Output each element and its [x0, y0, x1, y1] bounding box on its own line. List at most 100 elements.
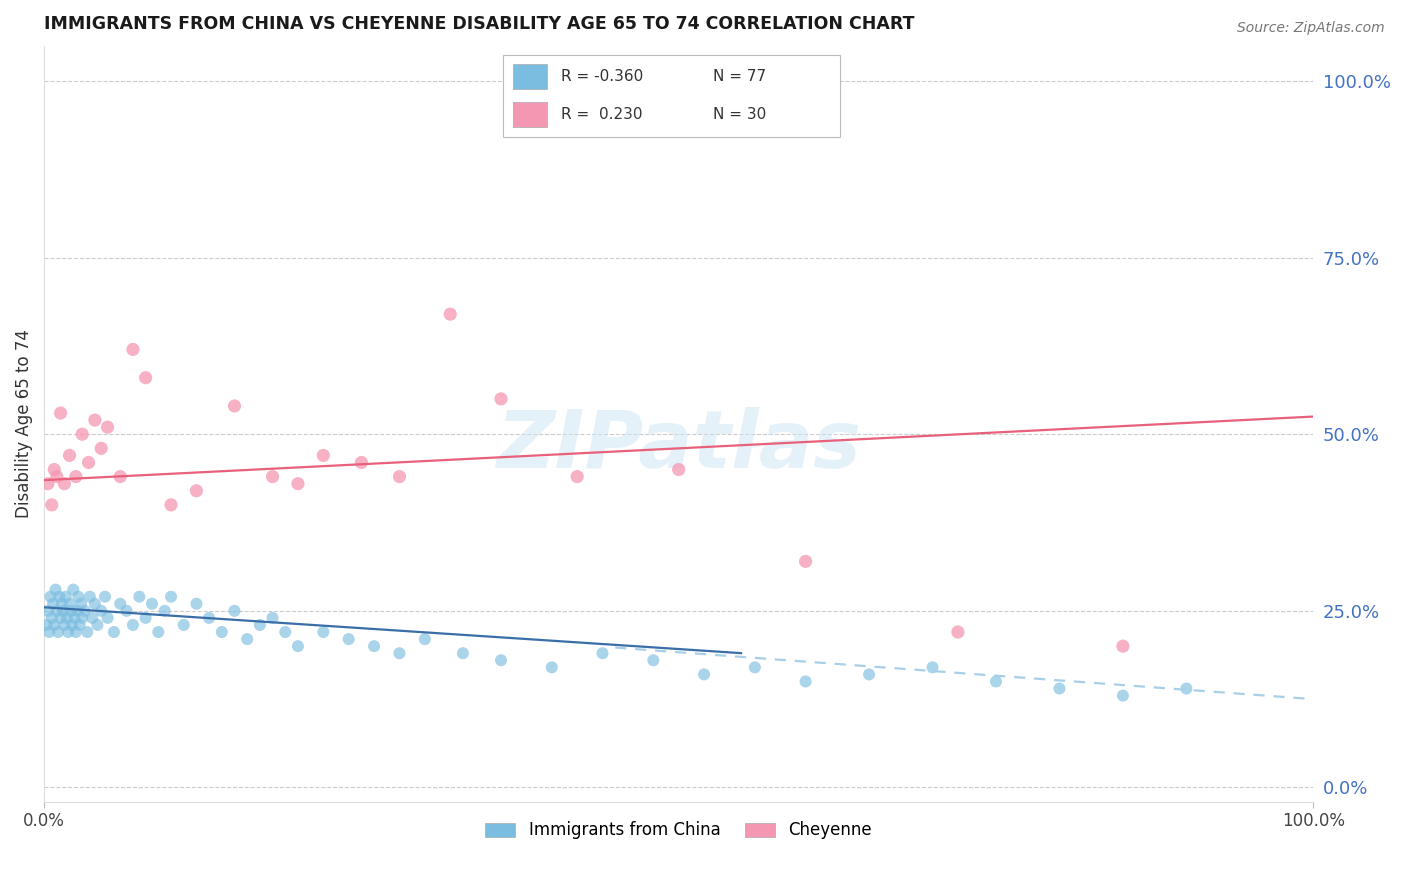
Point [489, 653, 512, 667]
Point [363, 639, 385, 653]
Text: R = -0.360: R = -0.360 [561, 69, 644, 84]
Point [58, 625, 80, 640]
Point [70, 427, 93, 442]
Point [249, 618, 271, 632]
Point [110, 597, 132, 611]
Point [921, 660, 943, 674]
Point [439, 307, 461, 321]
Point [1112, 639, 1135, 653]
Point [49, 611, 72, 625]
Point [262, 611, 284, 625]
Point [90, 604, 112, 618]
Point [236, 632, 259, 646]
Text: N = 77: N = 77 [713, 69, 766, 84]
Point [489, 392, 512, 406]
Point [312, 625, 335, 640]
Point [42, 597, 65, 611]
Point [135, 611, 157, 625]
Point [46, 625, 69, 640]
Point [1112, 689, 1135, 703]
Point [224, 604, 246, 618]
Point [110, 469, 132, 483]
Point [70, 597, 93, 611]
Point [63, 611, 86, 625]
Point [211, 625, 233, 640]
FancyBboxPatch shape [502, 55, 841, 136]
Point [388, 646, 411, 660]
Point [90, 442, 112, 456]
Point [44, 462, 66, 476]
Point [56, 611, 79, 625]
Bar [513, 102, 547, 128]
Point [58, 449, 80, 463]
Point [45, 469, 67, 483]
Point [53, 476, 76, 491]
Point [946, 625, 969, 640]
Point [160, 498, 183, 512]
Point [312, 449, 335, 463]
Y-axis label: Disability Age 65 to 74: Disability Age 65 to 74 [15, 329, 32, 518]
Point [198, 611, 221, 625]
Point [103, 625, 125, 640]
Point [141, 597, 163, 611]
Point [69, 618, 91, 632]
Text: R =  0.230: R = 0.230 [561, 107, 643, 122]
Point [39, 590, 62, 604]
Point [67, 590, 90, 604]
Point [53, 618, 76, 632]
Point [94, 590, 117, 604]
Point [186, 483, 208, 498]
Point [35, 618, 58, 632]
Point [388, 469, 411, 483]
Point [262, 469, 284, 483]
Point [38, 625, 60, 640]
Point [41, 498, 63, 512]
Point [413, 632, 436, 646]
Point [794, 554, 817, 568]
Point [83, 597, 105, 611]
Point [77, 455, 100, 469]
Point [224, 399, 246, 413]
Point [49, 406, 72, 420]
Point [122, 343, 145, 357]
Point [350, 455, 373, 469]
Point [73, 604, 96, 618]
Point [83, 413, 105, 427]
Point [52, 604, 75, 618]
Point [41, 611, 63, 625]
Point [97, 611, 120, 625]
Point [135, 370, 157, 384]
Point [48, 590, 70, 604]
Point [287, 639, 309, 653]
Point [451, 646, 474, 660]
Point [66, 604, 89, 618]
Point [97, 420, 120, 434]
Point [592, 646, 614, 660]
Point [44, 582, 66, 597]
Point [153, 604, 176, 618]
Point [65, 625, 87, 640]
Point [55, 590, 77, 604]
Point [79, 590, 101, 604]
Point [76, 625, 98, 640]
Point [59, 604, 82, 618]
Text: N = 30: N = 30 [713, 107, 766, 122]
Point [37, 604, 59, 618]
Point [186, 597, 208, 611]
Point [122, 618, 145, 632]
Point [984, 674, 1007, 689]
Point [274, 625, 297, 640]
Point [148, 625, 170, 640]
Text: Source: ZipAtlas.com: Source: ZipAtlas.com [1237, 21, 1385, 35]
Legend: Immigrants from China, Cheyenne: Immigrants from China, Cheyenne [478, 814, 879, 847]
Point [565, 469, 588, 483]
Point [62, 582, 84, 597]
Point [60, 618, 83, 632]
Point [1049, 681, 1071, 696]
Point [337, 632, 360, 646]
Point [82, 611, 104, 625]
Text: IMMIGRANTS FROM CHINA VS CHEYENNE DISABILITY AGE 65 TO 74 CORRELATION CHART: IMMIGRANTS FROM CHINA VS CHEYENNE DISABI… [44, 15, 915, 33]
Point [44, 618, 66, 632]
Point [287, 476, 309, 491]
Bar [513, 63, 547, 89]
